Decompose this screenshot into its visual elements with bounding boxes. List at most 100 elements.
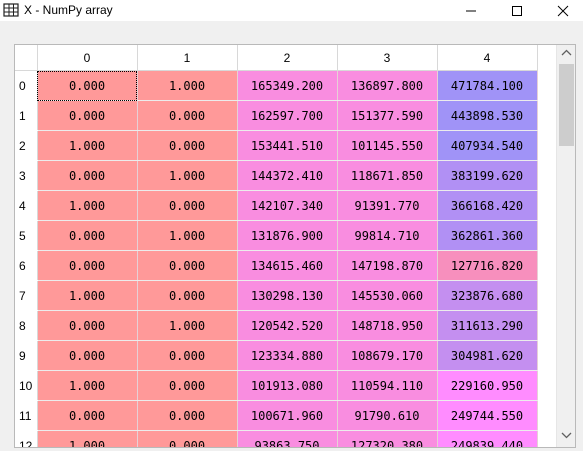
array-cell[interactable]: 148718.950 xyxy=(337,310,438,341)
column-header[interactable]: 2 xyxy=(237,45,338,71)
array-cell[interactable]: 249744.550 xyxy=(437,400,538,431)
array-cell[interactable]: 0.000 xyxy=(37,100,138,131)
array-cell[interactable]: 162597.700 xyxy=(237,100,338,131)
array-cell[interactable]: 0.000 xyxy=(37,340,138,371)
array-cell[interactable]: 165349.200 xyxy=(237,70,338,101)
scroll-down-icon[interactable] xyxy=(561,431,572,439)
array-cell[interactable]: 0.000 xyxy=(137,280,238,311)
scroll-up-icon[interactable] xyxy=(561,49,572,57)
array-cell[interactable]: 101145.550 xyxy=(337,130,438,161)
array-cell[interactable]: 443898.530 xyxy=(437,100,538,131)
array-cell[interactable]: 144372.410 xyxy=(237,160,338,191)
minimize-button[interactable] xyxy=(448,0,494,21)
array-cell[interactable]: 0.000 xyxy=(137,370,238,401)
row-header[interactable]: 4 xyxy=(15,190,38,221)
array-cell[interactable]: 0.000 xyxy=(37,220,138,251)
array-cell[interactable]: 93863.750 xyxy=(237,430,338,447)
array-cell[interactable]: 1.000 xyxy=(137,70,238,101)
array-cell[interactable]: 127716.820 xyxy=(437,250,538,281)
array-cell[interactable]: 0.000 xyxy=(137,340,238,371)
array-cell[interactable]: 366168.420 xyxy=(437,190,538,221)
array-cell[interactable]: 323876.680 xyxy=(437,280,538,311)
table-row: 8 0.000 1.000 120542.520 148718.950 311613.29… xyxy=(15,310,538,341)
array-cell[interactable]: 249839.440 xyxy=(437,430,538,447)
array-cell[interactable]: 0.000 xyxy=(37,400,138,431)
array-cell[interactable]: 123334.880 xyxy=(237,340,338,371)
array-cell[interactable]: 471784.100 xyxy=(437,70,538,101)
array-cell[interactable]: 1.000 xyxy=(137,220,238,251)
array-cell[interactable]: 311613.290 xyxy=(437,310,538,341)
row-header[interactable]: 9 xyxy=(15,340,38,371)
array-cell[interactable]: 0.000 xyxy=(37,70,138,101)
array-cell[interactable]: 99814.710 xyxy=(337,220,438,251)
array-cell[interactable]: 304981.620 xyxy=(437,340,538,371)
column-header[interactable]: 4 xyxy=(437,45,538,71)
array-cell[interactable]: 110594.110 xyxy=(337,370,438,401)
array-cell[interactable]: 1.000 xyxy=(37,130,138,161)
row-header[interactable]: 5 xyxy=(15,220,38,251)
array-cell[interactable]: 0.000 xyxy=(137,130,238,161)
array-cell[interactable]: 100671.960 xyxy=(237,400,338,431)
array-cell[interactable]: 127320.380 xyxy=(337,430,438,447)
column-header[interactable]: 3 xyxy=(337,45,438,71)
title-bar: X - NumPy array xyxy=(0,0,583,21)
array-cell[interactable]: 101913.080 xyxy=(237,370,338,401)
vertical-scrollbar[interactable] xyxy=(556,45,575,447)
maximize-button[interactable] xyxy=(494,0,540,21)
row-header[interactable]: 1 xyxy=(15,100,38,131)
row-header[interactable]: 8 xyxy=(15,310,38,341)
array-cell[interactable]: 136897.800 xyxy=(337,70,438,101)
array-cell[interactable]: 91391.770 xyxy=(337,190,438,221)
row-header[interactable]: 3 xyxy=(15,160,38,191)
row-header[interactable]: 10 xyxy=(15,370,38,401)
row-header[interactable]: 6 xyxy=(15,250,38,281)
array-grid[interactable]: 0 1 2 3 4 0 0.000 1.000 165349.200 136897.80… xyxy=(15,45,556,447)
array-cell[interactable]: 153441.510 xyxy=(237,130,338,161)
array-cell[interactable]: 229160.950 xyxy=(437,370,538,401)
array-cell[interactable]: 108679.170 xyxy=(337,340,438,371)
row-header[interactable]: 0 xyxy=(15,70,38,101)
array-cell[interactable]: 0.000 xyxy=(137,100,238,131)
close-button[interactable] xyxy=(540,0,583,21)
array-cell[interactable]: 147198.870 xyxy=(337,250,438,281)
array-cell[interactable]: 145530.060 xyxy=(337,280,438,311)
table-row: 7 1.000 0.000 130298.130 145530.060 323876.68… xyxy=(15,280,538,311)
array-cell[interactable]: 0.000 xyxy=(37,160,138,191)
array-cell[interactable]: 0.000 xyxy=(137,430,238,447)
row-header[interactable]: 7 xyxy=(15,280,38,311)
row-header[interactable]: 2 xyxy=(15,130,38,161)
corner-cell xyxy=(15,45,38,71)
column-header-row: 0 1 2 3 4 xyxy=(15,45,538,71)
table-row: 12 1.000 0.000 93863.750 127320.380 249839.44… xyxy=(15,430,538,447)
array-cell[interactable]: 1.000 xyxy=(37,190,138,221)
column-header[interactable]: 1 xyxy=(137,45,238,71)
array-cell[interactable]: 134615.460 xyxy=(237,250,338,281)
array-cell[interactable]: 0.000 xyxy=(37,250,138,281)
array-cell[interactable]: 407934.540 xyxy=(437,130,538,161)
array-cell[interactable]: 131876.900 xyxy=(237,220,338,251)
array-cell[interactable]: 0.000 xyxy=(137,250,238,281)
array-cell[interactable]: 142107.340 xyxy=(237,190,338,221)
array-cell[interactable]: 0.000 xyxy=(137,190,238,221)
array-cell[interactable]: 118671.850 xyxy=(337,160,438,191)
table-row: 9 0.000 0.000 123334.880 108679.170 304981.62… xyxy=(15,340,538,371)
array-cell[interactable]: 130298.130 xyxy=(237,280,338,311)
array-cell[interactable]: 91790.610 xyxy=(337,400,438,431)
array-cell[interactable]: 1.000 xyxy=(37,370,138,401)
array-cell[interactable]: 120542.520 xyxy=(237,310,338,341)
array-cell[interactable]: 0.000 xyxy=(137,400,238,431)
array-cell[interactable]: 383199.620 xyxy=(437,160,538,191)
array-cell[interactable]: 1.000 xyxy=(137,160,238,191)
row-header[interactable]: 11 xyxy=(15,400,38,431)
array-cell[interactable]: 0.000 xyxy=(37,310,138,341)
column-header[interactable]: 0 xyxy=(37,45,138,71)
scrollbar-thumb[interactable] xyxy=(559,64,574,146)
array-cell[interactable]: 1.000 xyxy=(37,430,138,447)
array-cell[interactable]: 362861.360 xyxy=(437,220,538,251)
array-cell[interactable]: 151377.590 xyxy=(337,100,438,131)
array-cell[interactable]: 1.000 xyxy=(137,310,238,341)
window-title: X - NumPy array xyxy=(24,3,113,17)
array-cell[interactable]: 1.000 xyxy=(37,280,138,311)
row-header[interactable]: 12 xyxy=(15,430,38,447)
array-table: 0 1 2 3 4 0 0.000 1.000 165349.200 136897.80… xyxy=(15,45,538,447)
